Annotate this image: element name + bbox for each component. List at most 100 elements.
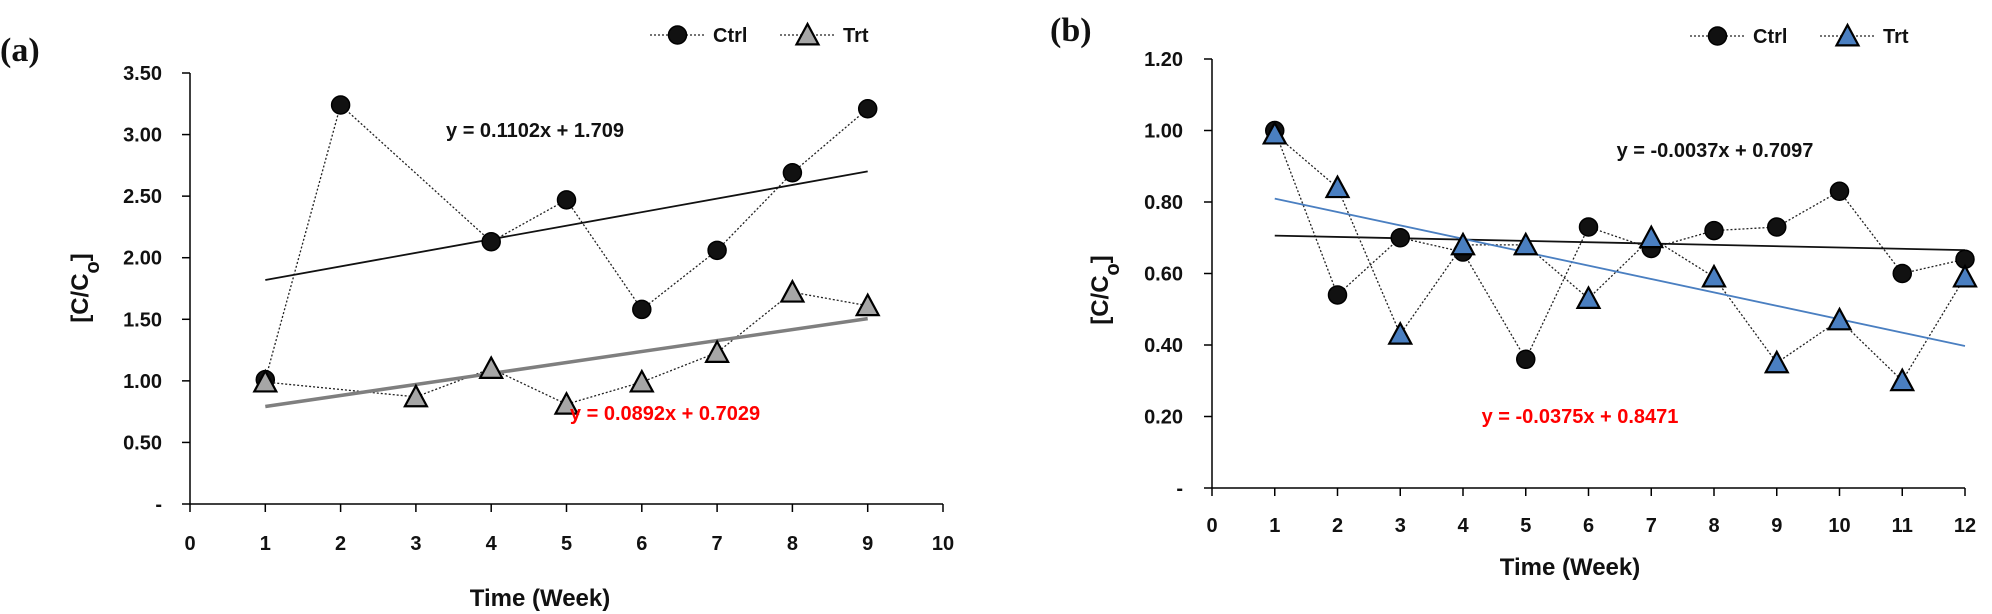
trend-equation-trt: y = -0.0375x + 0.8471 [1482, 406, 1679, 428]
x-tick-label: 6 [636, 533, 647, 555]
x-tick-label: 2 [335, 533, 346, 555]
data-point-ctrl [556, 190, 577, 210]
x-tick-label: 5 [561, 533, 572, 555]
data-point-trt [704, 339, 730, 363]
data-point-trt [1512, 231, 1539, 256]
x-tick-label: 0 [1206, 515, 1217, 537]
x-tick-label: 8 [787, 533, 798, 555]
data-point-ctrl [1767, 217, 1787, 237]
legend-marker-trt [794, 21, 821, 46]
y-tick-label: - [1176, 478, 1183, 500]
data-point-ctrl [1578, 217, 1599, 237]
y-axis-title: [C/Co] [67, 253, 104, 323]
legend-marker-trt [1834, 22, 1861, 47]
x-tick-label: 10 [1828, 515, 1850, 537]
x-tick-label: 2 [1332, 515, 1343, 537]
series-line-trt [265, 291, 868, 405]
legend-label-ctrl: Ctrl [1753, 26, 1787, 48]
chart-panel-a: (a) - 0.50 1.00 1.50 2.00 2.50 3.00 3.50 0 1 2 3 4 5 6 7… [0, 21, 954, 612]
x-tick-label: 5 [1520, 515, 1531, 537]
trend-line-trt [265, 316, 868, 409]
trend-equation-ctrl: y = 0.1102x + 1.709 [446, 120, 624, 142]
data-point-trt [478, 355, 505, 379]
legend-marker-ctrl [667, 25, 688, 45]
y-tick-label: 2.50 [123, 186, 162, 208]
data-point-trt [1701, 263, 1727, 288]
legend-label-trt: Trt [1883, 26, 1909, 48]
series-line-ctrl [264, 103, 869, 380]
data-point-ctrl [1390, 228, 1410, 248]
data-point-ctrl [1704, 220, 1724, 241]
x-tick-label: 4 [486, 533, 498, 555]
x-tick-label: 6 [1583, 515, 1594, 537]
data-point-trt [553, 390, 580, 415]
legend-label-ctrl: Ctrl [713, 25, 747, 47]
trend-line-ctrl [1274, 234, 1966, 252]
x-tick-label: 1 [1269, 515, 1280, 537]
trend-equation-trt: y = 0.0892x + 0.7029 [570, 403, 760, 425]
x-tick-label: 0 [184, 533, 195, 555]
series-line-ctrl [1274, 130, 1966, 361]
chart-panel-b: (b)-0.200.400.600.801.001.200 1 2 3 4 5 6 7 8 9 10… [1050, 12, 1978, 581]
x-tick-label: 8 [1708, 515, 1719, 537]
data-point-trt [779, 278, 806, 303]
x-tick-label: 12 [1954, 515, 1976, 537]
y-tick-label: 0.40 [1144, 335, 1183, 357]
y-tick-label: - [155, 494, 162, 516]
x-tick-label: 9 [1771, 515, 1782, 537]
data-point-trt [1387, 320, 1414, 345]
y-tick-label: 1.50 [123, 309, 162, 331]
data-point-trt [252, 368, 279, 393]
data-point-trt [1261, 120, 1288, 145]
data-point-ctrl [1327, 285, 1348, 305]
y-tick-label: 0.80 [1144, 192, 1183, 214]
data-point-trt [628, 368, 655, 393]
x-axis-title: Time (Week) [1500, 554, 1641, 581]
data-point-ctrl [857, 98, 878, 119]
data-point-trt [1324, 174, 1351, 199]
data-point-ctrl [1829, 181, 1850, 202]
series-trt [1261, 120, 1978, 392]
x-tick-label: 1 [260, 533, 271, 555]
legend-marker-ctrl [1707, 26, 1728, 46]
trend-line-ctrl [265, 170, 868, 281]
y-axis-title: [C/Co] [1087, 255, 1124, 325]
data-point-ctrl [1516, 349, 1536, 370]
data-point-ctrl [1892, 263, 1912, 284]
y-tick-label: 0.50 [123, 432, 162, 454]
x-tick-label: 3 [410, 533, 421, 555]
trend-line-trt [1274, 197, 1966, 347]
legend-label-trt: Trt [843, 25, 869, 47]
y-tick-label: 3.50 [123, 63, 162, 85]
data-point-trt [1952, 263, 1978, 288]
panel-label: (b) [1050, 12, 1092, 49]
x-tick-label: 4 [1457, 515, 1469, 537]
x-tick-label: 7 [1646, 515, 1657, 537]
data-point-trt [1575, 285, 1602, 309]
series-line-trt [1274, 133, 1966, 382]
y-tick-label: 1.20 [1144, 49, 1183, 71]
x-axis-title: Time (Week) [470, 585, 611, 612]
x-tick-label: 10 [932, 533, 954, 555]
data-point-trt [1450, 231, 1476, 256]
data-point-trt [1889, 367, 1916, 392]
data-point-trt [403, 383, 429, 408]
y-tick-label: 1.00 [123, 371, 162, 393]
x-tick-label: 11 [1892, 515, 1913, 537]
legend: Ctrl Trt [650, 21, 869, 47]
x-tick-label: 3 [1395, 515, 1406, 537]
panel-label: (a) [0, 32, 40, 69]
data-point-ctrl [481, 231, 501, 252]
x-tick-label: 7 [712, 533, 723, 555]
data-point-trt [1638, 224, 1665, 249]
legend: Ctrl Trt [1690, 22, 1909, 48]
trend-equation-ctrl: y = -0.0037x + 0.7097 [1617, 140, 1814, 162]
data-point-trt [1763, 349, 1790, 374]
data-point-trt [1826, 306, 1853, 331]
y-tick-label: 0.20 [1144, 407, 1183, 429]
data-point-ctrl [330, 95, 351, 115]
data-point-ctrl [782, 162, 803, 183]
data-point-ctrl [632, 299, 652, 320]
data-point-trt [854, 292, 881, 317]
